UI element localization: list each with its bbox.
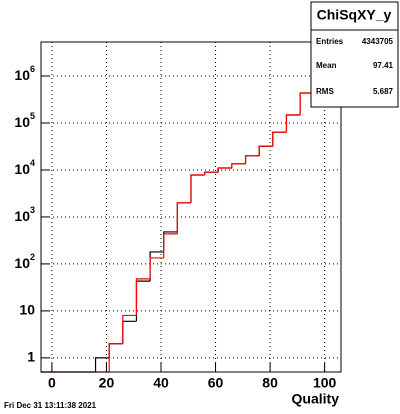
tick-base: 10 <box>14 208 30 224</box>
x-tick-label: 80 <box>262 375 278 391</box>
histogram-bin <box>231 163 246 169</box>
tick-exponent: 3 <box>30 205 35 215</box>
y-tick-label: 103 <box>14 205 35 223</box>
histogram-bin <box>272 131 287 147</box>
histogram-bin <box>149 257 164 279</box>
y-tick-label: 1 <box>27 349 35 365</box>
tick-base: 10 <box>14 161 30 177</box>
stats-label: Entries <box>316 37 344 46</box>
timestamp: Fri Dec 31 13:11:38 2021 <box>4 401 97 410</box>
y-tick-label: 106 <box>14 64 35 82</box>
histogram-bin <box>217 167 232 173</box>
histogram-bin <box>299 92 314 115</box>
stats-box: ChiSqXY_y Entries 4343705 Mean 97.41 RMS 5.68… <box>310 1 399 108</box>
histogram-bin <box>163 233 178 258</box>
x-tick-label: 0 <box>48 375 56 391</box>
x-tick-label: 20 <box>99 375 115 391</box>
frame <box>40 41 342 373</box>
tick-exponent: 6 <box>30 64 35 74</box>
histogram-bin <box>285 114 301 133</box>
histogram-bin <box>94 357 110 372</box>
histogram-bin <box>122 314 137 344</box>
histogram-bin <box>176 202 191 234</box>
histogram-bin <box>204 171 219 176</box>
x-axis-label: Quality <box>292 391 340 407</box>
y-tick-label: 104 <box>14 158 35 176</box>
y-tick-label: 102 <box>14 252 35 270</box>
stats-value: 4343705 <box>362 37 394 46</box>
stats-frame <box>310 1 399 108</box>
stats-label: Mean <box>316 61 337 70</box>
x-tick-label: 40 <box>153 375 169 391</box>
stats-value: 5.687 <box>373 87 394 96</box>
histogram-bin <box>190 174 205 203</box>
tick-base: 10 <box>14 114 30 130</box>
y-tick-label: 10 <box>19 302 35 318</box>
tick-base: 10 <box>14 67 30 83</box>
stats-label: RMS <box>316 87 334 96</box>
tick-base: 10 <box>14 255 30 271</box>
x-tick-label: 60 <box>208 375 224 391</box>
tick-exponent: 5 <box>30 111 35 121</box>
stats-value: 97.41 <box>373 61 394 70</box>
x-tick-label: 100 <box>313 375 337 391</box>
tick-exponent: 2 <box>30 252 35 262</box>
histogram-bin <box>108 343 123 372</box>
histogram-bin <box>258 145 273 156</box>
histogram-bin <box>244 155 260 164</box>
stats-title: ChiSqXY_y <box>317 7 392 23</box>
histogram-bin <box>135 278 151 316</box>
y-tick-label: 105 <box>14 111 35 129</box>
tick-exponent: 4 <box>30 158 35 168</box>
